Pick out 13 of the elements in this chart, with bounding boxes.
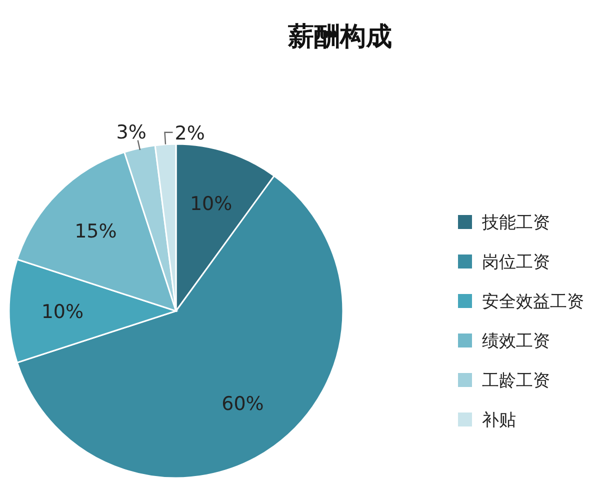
data-label: 3% bbox=[116, 121, 146, 144]
legend-label: 安全效益工资 bbox=[482, 292, 584, 312]
legend-label: 技能工资 bbox=[481, 213, 550, 233]
legend-label: 工龄工资 bbox=[482, 371, 550, 391]
legend-label: 岗位工资 bbox=[482, 252, 550, 272]
chart-title: 薪酬构成 bbox=[287, 22, 392, 52]
data-label: 10% bbox=[190, 193, 232, 215]
data-label: 2% bbox=[174, 122, 205, 144]
data-label: 60% bbox=[222, 392, 264, 415]
data-label: 15% bbox=[74, 220, 117, 243]
data-label: 10% bbox=[41, 301, 84, 323]
legend-label: 补贴 bbox=[482, 410, 516, 430]
legend-label: 绩效工资 bbox=[482, 332, 550, 352]
